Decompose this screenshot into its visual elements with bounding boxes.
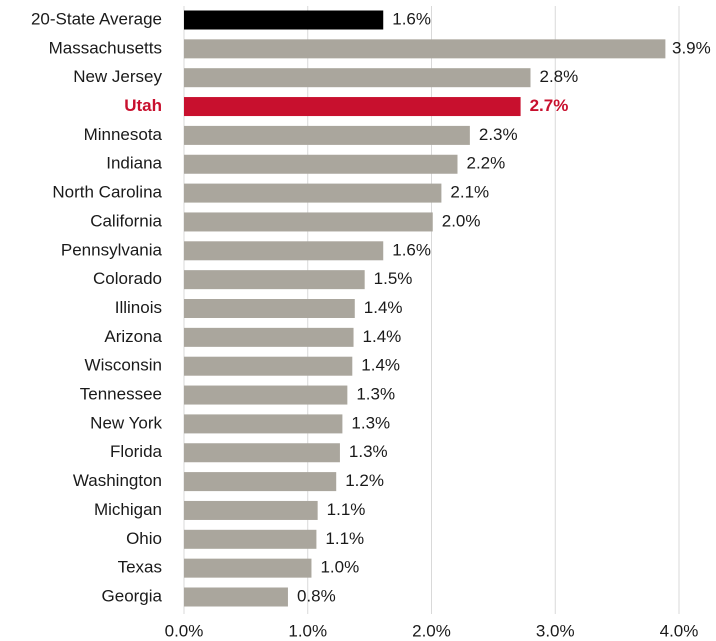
category-label: Minnesota <box>84 125 163 144</box>
bar <box>184 529 317 549</box>
bar <box>184 10 384 30</box>
value-label: 1.5% <box>374 269 413 288</box>
bar <box>184 443 340 463</box>
category-label: Texas <box>118 558 162 577</box>
category-label: California <box>90 211 162 230</box>
category-label: Colorado <box>93 269 162 288</box>
x-tick-label: 2.0% <box>412 621 451 640</box>
value-label: 2.7% <box>530 96 569 115</box>
category-label: Ohio <box>126 529 162 548</box>
value-label: 1.3% <box>351 413 390 432</box>
category-label: Tennessee <box>80 385 162 404</box>
value-label: 1.3% <box>356 385 395 404</box>
bar <box>184 587 288 607</box>
bar <box>184 39 666 59</box>
bar <box>184 558 312 578</box>
category-label: Indiana <box>106 154 162 173</box>
value-label: 1.1% <box>327 500 366 519</box>
category-label: Pennsylvania <box>61 240 163 259</box>
bar <box>184 241 384 261</box>
bar <box>184 385 348 405</box>
category-label: North Carolina <box>52 183 162 202</box>
category-label: Utah <box>124 96 162 115</box>
category-label: New York <box>90 413 162 432</box>
value-label: 2.1% <box>450 183 489 202</box>
category-label: Massachusetts <box>49 38 162 57</box>
bar <box>184 212 433 232</box>
value-label: 0.8% <box>297 586 336 605</box>
bar <box>184 68 531 88</box>
x-tick-label: 0.0% <box>165 621 204 640</box>
bar <box>184 500 318 520</box>
category-label: Illinois <box>115 298 162 317</box>
category-label: Wisconsin <box>85 356 162 375</box>
bar <box>184 270 365 290</box>
category-label: New Jersey <box>73 67 162 86</box>
value-label: 2.8% <box>540 67 579 86</box>
bar <box>184 183 442 203</box>
category-label: Washington <box>73 471 162 490</box>
value-label: 3.9% <box>672 38 711 57</box>
value-label: 1.3% <box>349 442 388 461</box>
bar <box>184 97 521 117</box>
value-label: 2.0% <box>442 211 481 230</box>
category-label: Georgia <box>102 586 163 605</box>
x-tick-label: 4.0% <box>660 621 699 640</box>
category-label: Michigan <box>94 500 162 519</box>
bar <box>184 472 337 492</box>
value-label: 1.1% <box>325 529 364 548</box>
value-label: 1.4% <box>364 298 403 317</box>
value-label: 1.6% <box>392 9 431 28</box>
value-label: 1.6% <box>392 240 431 259</box>
value-label: 1.0% <box>320 558 359 577</box>
value-label: 1.4% <box>361 356 400 375</box>
bar <box>184 356 353 376</box>
category-label: Florida <box>110 442 163 461</box>
value-label: 1.2% <box>345 471 384 490</box>
category-label: Arizona <box>104 327 162 346</box>
x-tick-label: 1.0% <box>288 621 327 640</box>
bar <box>184 125 470 145</box>
value-label: 2.2% <box>466 154 505 173</box>
category-label: 20-State Average <box>31 9 162 28</box>
value-label: 1.4% <box>363 327 402 346</box>
bar <box>184 154 458 174</box>
bar <box>184 299 355 318</box>
bar <box>184 327 354 347</box>
x-tick-label: 3.0% <box>536 621 575 640</box>
bar <box>184 414 343 434</box>
value-label: 2.3% <box>479 125 518 144</box>
